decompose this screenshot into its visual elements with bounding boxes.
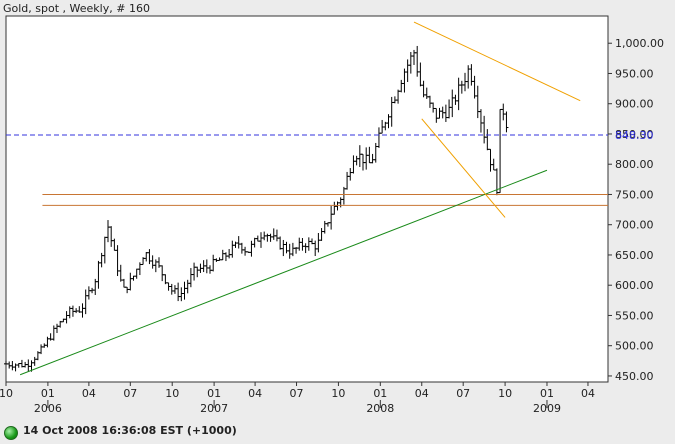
y-tick-label: 750.00 — [615, 188, 654, 201]
trend-line-support — [19, 169, 548, 376]
x-tick-label: 04 — [415, 387, 429, 400]
status-timestamp: 14 Oct 2008 16:36:08 EST (+1000) — [23, 424, 237, 437]
x-tick-label: 01 — [207, 387, 221, 400]
x-tick-label: 07 — [290, 387, 304, 400]
year-label: 2006 — [34, 402, 62, 415]
price-bars — [4, 45, 509, 372]
status-bar: 14 Oct 2008 16:36:08 EST (+1000) — [0, 420, 675, 444]
gold-chart: 450.00 500.00 550.00 600.00 650.00 700.00 750.… — [0, 15, 664, 415]
year-label: 2008 — [366, 402, 394, 415]
horizontal-lines — [6, 134, 608, 206]
y-tick-label: 550.00 — [615, 309, 654, 322]
plot-area — [5, 15, 609, 383]
y-tick-label: 600.00 — [615, 279, 654, 292]
year-label: 2009 — [533, 402, 561, 415]
x-tick-label: 10 — [498, 387, 512, 400]
x-tick-label: 10 — [165, 387, 179, 400]
trend-line-upper — [413, 21, 581, 102]
price-bar — [504, 111, 509, 133]
x-tick-label: 01 — [41, 387, 55, 400]
x-tick-label: 01 — [373, 387, 387, 400]
x-axis: 10 01 04 07 10 01 04 07 10 01 04 07 10 01 04 2006 2007 20… — [0, 382, 595, 415]
y-tick-label: 450.00 — [615, 370, 654, 383]
x-tick-label: 01 — [540, 387, 554, 400]
y-tick-label: 700.00 — [615, 219, 654, 232]
y-tick-label: 950.00 — [615, 67, 654, 80]
x-tick-label: 04 — [581, 387, 595, 400]
y-tick-label: 800.00 — [615, 158, 654, 171]
x-tick-label: 07 — [456, 387, 470, 400]
year-label: 2007 — [200, 402, 228, 415]
x-tick-label: 04 — [82, 387, 96, 400]
y-tick-label: 650.00 — [615, 249, 654, 262]
x-tick-label: 10 — [0, 387, 13, 400]
chart-title: Gold, spot , Weekly, # 160 — [3, 2, 150, 15]
x-tick-label: 04 — [248, 387, 262, 400]
y-tick-label: 500.00 — [615, 340, 654, 353]
x-tick-label: 10 — [331, 387, 345, 400]
reference-line-label: 848.30 — [615, 129, 654, 142]
status-indicator-icon — [4, 426, 18, 440]
y-axis: 450.00 500.00 550.00 600.00 650.00 700.00 750.… — [608, 37, 664, 383]
y-tick-label: 900.00 — [615, 98, 654, 111]
y-tick-label: 850.00 — [615, 128, 654, 141]
x-tick-label: 07 — [123, 387, 137, 400]
trend-line-lower — [421, 118, 506, 218]
trend-lines — [19, 21, 581, 376]
y-tick-label: 1,000.00 — [615, 37, 664, 50]
